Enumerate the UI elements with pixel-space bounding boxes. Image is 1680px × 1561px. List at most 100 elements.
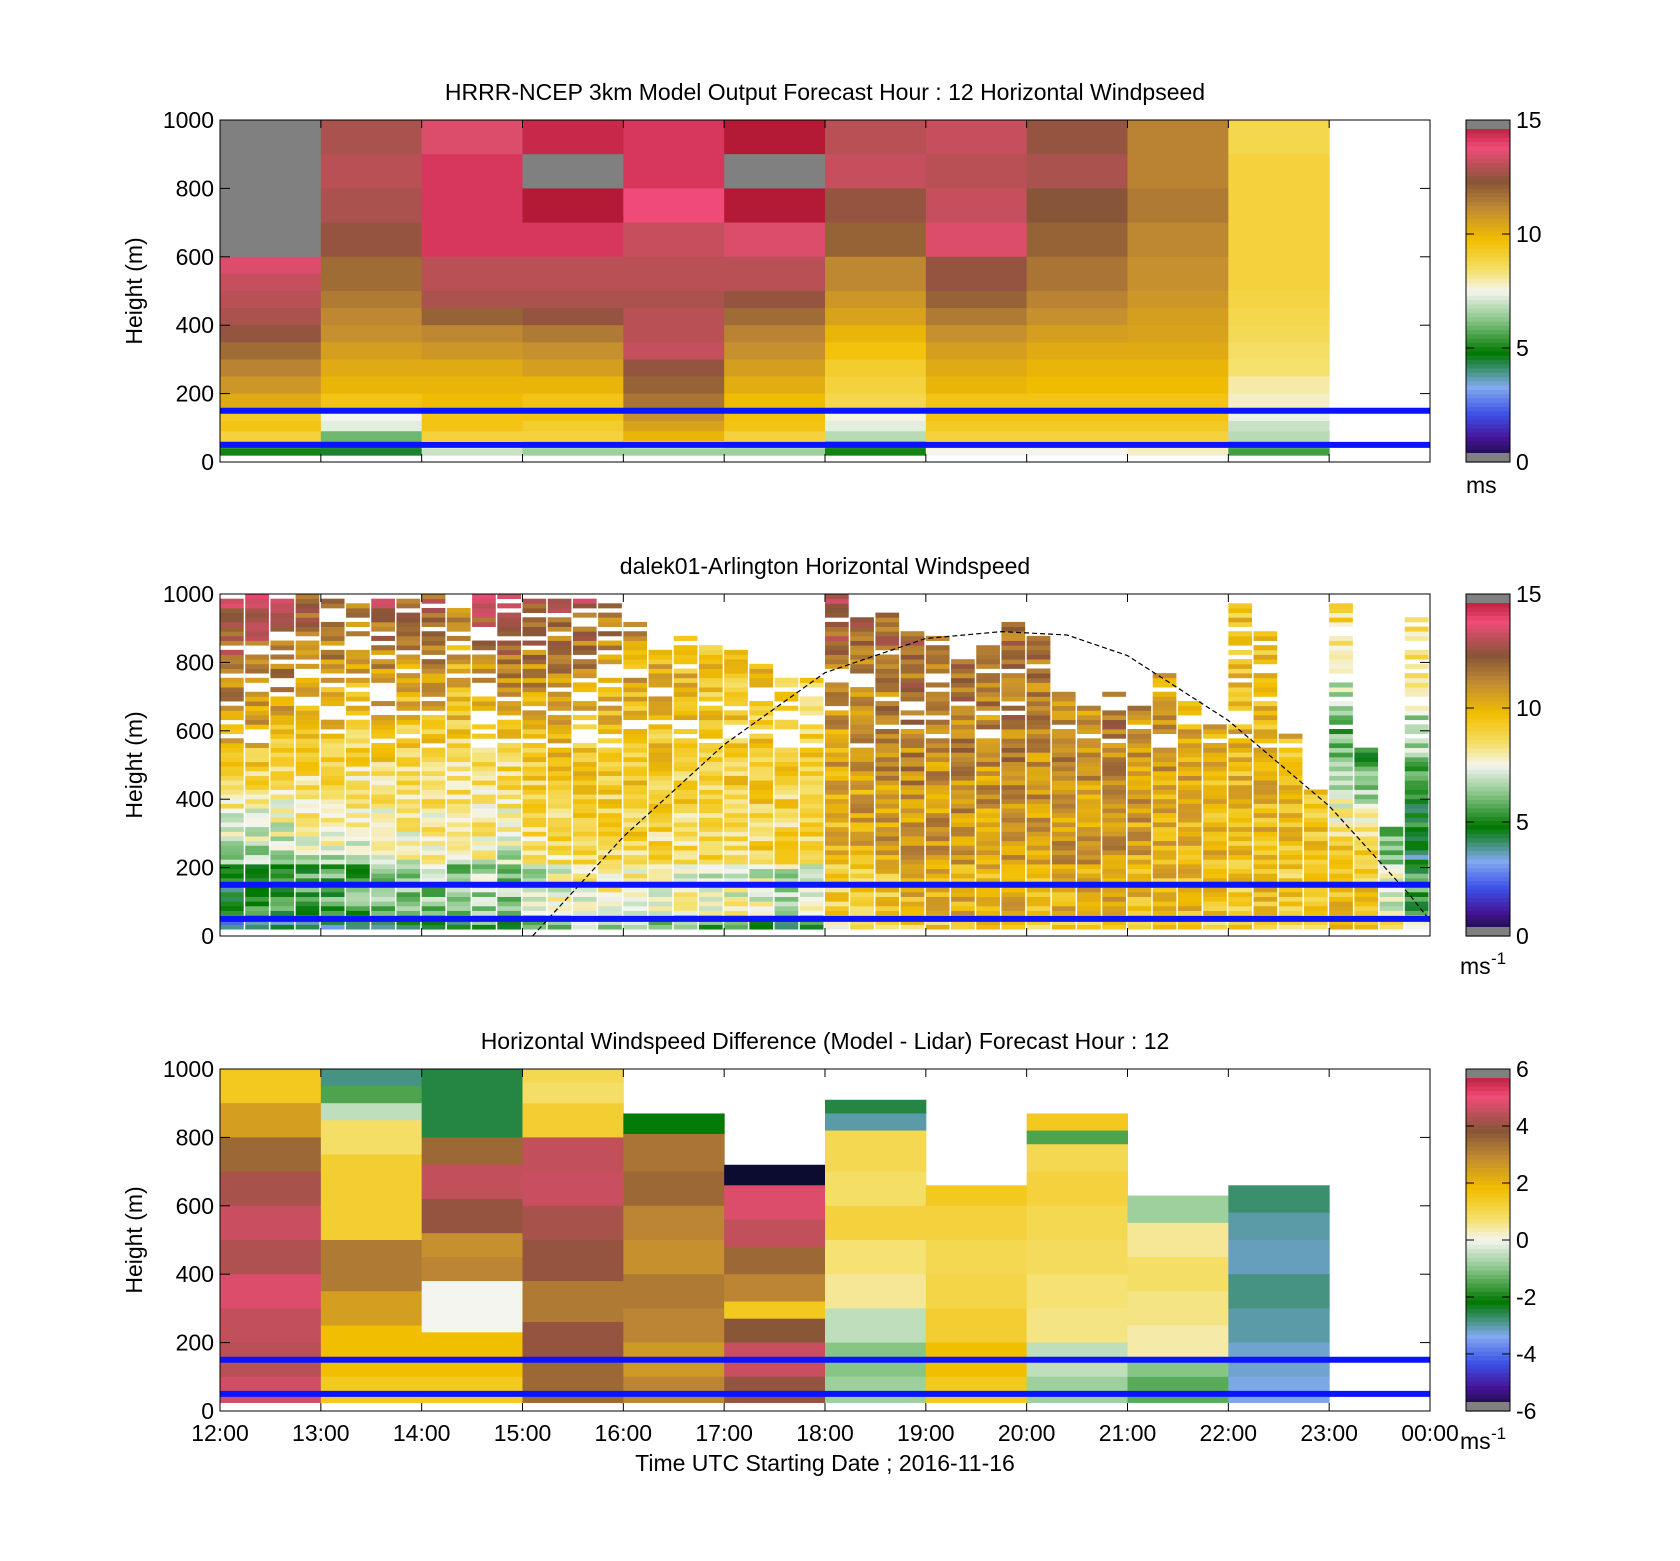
lidar-cell [749,901,774,907]
lidar-cell [522,673,547,679]
lidar-cell [1253,831,1278,837]
lidar-cell [900,640,925,646]
lidar-cell [421,803,446,809]
heatmap-cell [421,154,523,258]
lidar-cell [875,654,900,660]
lidar-cell [1303,798,1328,804]
lidar-cell [1253,877,1278,884]
lidar-cell [1203,780,1227,786]
lidar-cell [1102,887,1126,893]
lidar-cell [598,845,622,851]
lidar-cell [446,756,471,762]
heatmap-cell [421,376,523,395]
lidar-cell [749,924,774,930]
lidar-cell [1177,705,1202,711]
lidar-cell [623,761,648,767]
lidar-cell [875,826,900,832]
lidar-cell [724,673,748,679]
lidar-cell [698,649,723,655]
lidar-cell [1026,891,1051,897]
lidar-cell [1253,719,1278,725]
lidar-cell [1253,896,1278,902]
lidar-cell [875,626,900,632]
lidar-cell [724,696,748,702]
lidar-cell [1077,719,1101,725]
lidar-cell [749,798,774,804]
lidar-cell [900,784,925,790]
lidar-cell [1329,868,1353,874]
lidar-cell [371,715,395,721]
lidar-cell [245,752,269,758]
lidar-cell [547,873,572,879]
lidar-cell [673,775,698,781]
heatmap-cell [220,1376,322,1403]
colorbar-swatch [1466,794,1510,800]
lidar-cell [875,798,900,804]
lidar-cell [572,668,597,674]
lidar-cell [220,607,244,614]
lidar-cell [371,924,395,930]
lidar-cell [220,640,244,646]
colorbar-swatch [1466,1240,1510,1245]
colorbar-swatch [1466,803,1510,809]
lidar-cell [371,719,395,725]
lidar-cell [825,854,849,860]
lidar-cell [1278,919,1303,925]
lidar-cell [1001,770,1026,776]
lidar-cell [497,812,521,818]
lidar-cell [1001,780,1026,786]
lidar-cell [320,766,345,772]
lidar-cell [446,891,471,897]
lidar-cell [396,905,421,911]
lidar-cell [497,887,521,893]
lidar-cell [295,905,320,911]
heatmap-cell [925,1274,1028,1309]
lidar-cell [1177,859,1202,865]
lidar-cell [1303,840,1328,846]
lidar-cell [623,919,648,925]
lidar-cell [1303,789,1328,795]
lidar-cell [371,784,395,790]
lidar-cell [1001,724,1026,730]
heatmap-cell [724,154,826,189]
lidar-cell [1303,817,1328,823]
lidar-cell [976,649,1000,655]
lidar-cell [1077,780,1101,786]
heatmap-cell [421,1137,523,1166]
lidar-cell [497,603,521,609]
lidar-cell [270,603,295,609]
lidar-cell [1001,850,1026,856]
lidar-cell [698,840,723,846]
lidar-cell [1127,794,1152,800]
lidar-cell [547,766,572,772]
heatmap-cell [825,1274,927,1309]
lidar-cell [1026,896,1051,902]
lidar-cell [1203,877,1227,884]
lidar-cell [346,863,370,870]
heatmap-cell [825,188,927,224]
colorbar-swatch [1466,436,1510,442]
lidar-cell [1152,910,1177,916]
lidar-cell [951,747,975,753]
colorbar-swatch [1466,1274,1510,1280]
lidar-cell [547,728,572,735]
lidar-cell [1253,770,1278,776]
heatmap-cell [320,1325,423,1378]
colorbar-swatch [1466,623,1510,629]
colorbar-over [1466,120,1510,129]
colorbar-swatch [1466,192,1510,198]
lidar-cell [1278,850,1303,856]
lidar-cell [1177,770,1202,776]
lidar-cell [396,826,421,832]
lidar-cell [1077,836,1101,842]
lidar-cell [1329,747,1353,753]
heatmap-cell [421,410,523,422]
lidar-cell [472,798,496,804]
colorbar-unit-exponent: -1 [1491,1424,1506,1443]
lidar-cell [1001,826,1026,832]
lidar-cell [1177,733,1202,739]
lidar-cell [346,649,370,655]
lidar-cell [547,896,572,902]
lidar-cell [825,789,849,795]
lidar-cell [724,747,748,753]
